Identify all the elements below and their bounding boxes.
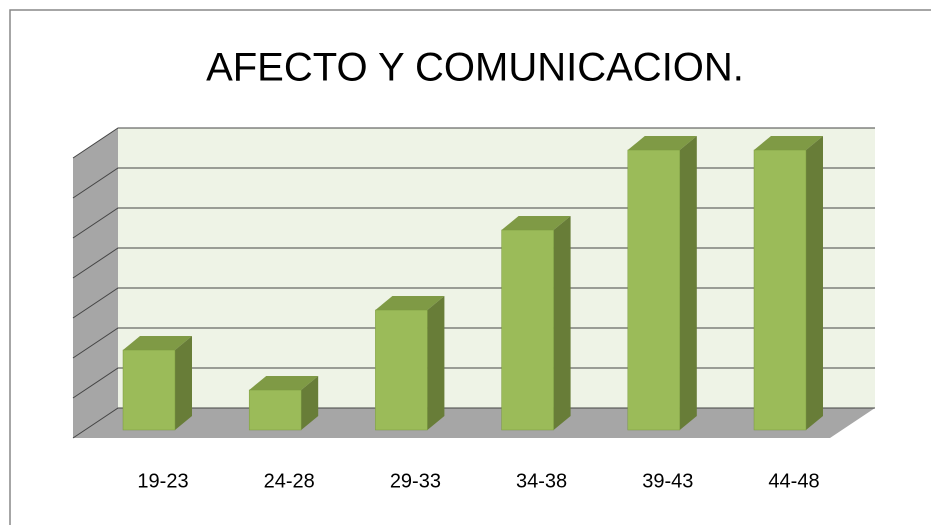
x-tick-label: 29-33	[390, 470, 441, 492]
bar-side	[806, 136, 823, 430]
side-wall	[73, 128, 118, 438]
grid-line	[72, 167, 875, 199]
grid-line	[72, 207, 875, 239]
bar-top	[375, 296, 445, 310]
x-tick-label: 44-48	[768, 470, 819, 492]
bar	[122, 349, 176, 431]
bar-side	[301, 376, 319, 430]
chart-title: AFECTO Y COMUNICACION.	[206, 46, 744, 90]
grid-line	[72, 407, 875, 439]
grid-line	[72, 367, 875, 399]
bar-side	[175, 336, 192, 430]
bar-top	[123, 336, 192, 350]
grid-line	[72, 127, 875, 159]
bar-top	[249, 376, 319, 390]
x-tick-label: 19-23	[137, 470, 188, 492]
x-tick-label: 39-43	[642, 470, 693, 492]
bar-top	[501, 216, 571, 230]
bar-side	[427, 296, 445, 430]
bar-top	[754, 136, 823, 150]
x-tick-label: 24-28	[264, 470, 315, 492]
grid-line	[72, 247, 875, 279]
bar-side	[679, 136, 697, 430]
grid-line	[72, 287, 875, 319]
bar-top	[627, 136, 697, 150]
bar	[501, 229, 554, 431]
bar-side	[553, 216, 571, 430]
bar	[375, 309, 428, 431]
x-tick-label: 34-38	[516, 470, 567, 492]
bar	[627, 149, 681, 431]
bar	[753, 149, 807, 431]
grid-line	[72, 327, 875, 359]
bar	[248, 389, 302, 431]
